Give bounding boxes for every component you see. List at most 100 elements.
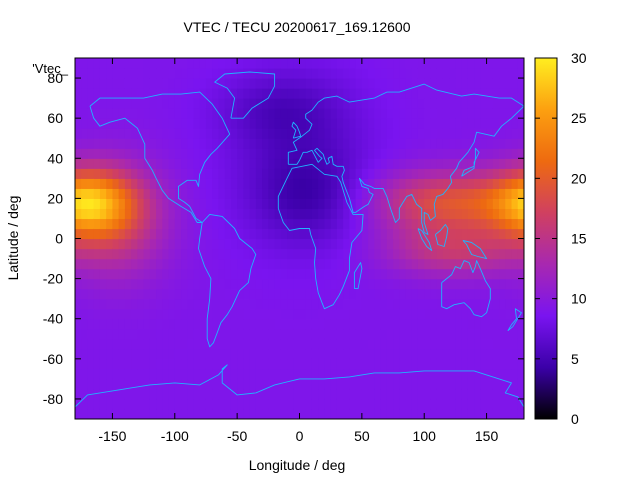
heatmap-cell: [368, 318, 375, 330]
heatmap-cell: [368, 128, 375, 139]
heatmap-cell: [517, 88, 524, 99]
heatmap-cell: [187, 258, 195, 270]
heatmap-cell: [474, 328, 481, 340]
heatmap-cell: [393, 228, 400, 240]
heatmap-cell: [411, 148, 419, 159]
heatmap-cell: [87, 378, 95, 390]
x-tick-label: -50: [227, 428, 247, 444]
heatmap-cell: [137, 378, 145, 390]
heatmap-cell: [405, 68, 413, 79]
heatmap-cell: [218, 68, 226, 79]
heatmap-cell: [361, 318, 369, 330]
heatmap-cell: [237, 178, 244, 189]
heatmap-cell: [336, 278, 344, 290]
heatmap-cell: [106, 258, 114, 270]
heatmap-cell: [461, 188, 469, 199]
heatmap-cell: [374, 358, 382, 370]
heatmap-cell: [162, 218, 170, 230]
heatmap-cell: [449, 308, 457, 320]
heatmap-cell: [262, 388, 269, 400]
heatmap-cell: [499, 208, 506, 220]
heatmap-cell: [349, 98, 357, 109]
heatmap-cell: [255, 178, 263, 189]
heatmap-cell: [181, 228, 188, 240]
heatmap-cell: [399, 368, 407, 380]
heatmap-cell: [430, 148, 438, 159]
heatmap-cell: [287, 78, 294, 89]
heatmap-cell: [87, 348, 95, 360]
heatmap-cell: [274, 268, 282, 280]
heatmap-cell: [99, 298, 107, 310]
heatmap-cell: [193, 348, 201, 360]
heatmap-cell: [112, 278, 120, 290]
heatmap-cell: [187, 68, 195, 79]
heatmap-cell: [343, 118, 350, 129]
heatmap-cell: [467, 398, 475, 410]
heatmap-cell: [174, 258, 182, 270]
heatmap-cell: [430, 178, 438, 189]
heatmap-cell: [137, 138, 145, 149]
heatmap-cell: [393, 408, 400, 419]
heatmap-cell: [349, 78, 357, 89]
heatmap-cell: [99, 188, 107, 199]
heatmap-cell: [486, 68, 494, 79]
heatmap-cell: [374, 68, 382, 79]
heatmap-cell: [324, 388, 332, 400]
heatmap-cell: [393, 368, 400, 380]
heatmap-cell: [156, 188, 163, 199]
heatmap-cell: [137, 238, 145, 250]
heatmap-cell: [417, 338, 425, 350]
heatmap-cell: [399, 348, 407, 360]
heatmap-cell: [436, 138, 444, 149]
heatmap-cell: [442, 98, 450, 109]
heatmap-cell: [442, 138, 450, 149]
heatmap-cell: [181, 298, 188, 310]
heatmap-cell: [361, 278, 369, 290]
heatmap-cell: [430, 248, 438, 260]
heatmap-cell: [268, 78, 276, 89]
heatmap-cell: [93, 218, 101, 230]
heatmap-cell: [467, 208, 475, 220]
heatmap-cell: [168, 298, 176, 310]
heatmap-cell: [486, 228, 494, 240]
heatmap-cell: [131, 98, 138, 109]
heatmap-cell: [112, 88, 120, 99]
heatmap-cell: [517, 328, 524, 340]
heatmap-cell: [187, 138, 195, 149]
heatmap-cell: [505, 208, 513, 220]
heatmap-cell: [343, 248, 350, 260]
heatmap-cell: [330, 248, 338, 260]
heatmap-cell: [299, 278, 307, 290]
heatmap-cell: [474, 128, 481, 139]
heatmap-cell: [187, 148, 195, 159]
heatmap-cell: [112, 58, 120, 69]
heatmap-cell: [268, 138, 276, 149]
heatmap-cell: [143, 148, 151, 159]
heatmap-cell: [280, 268, 288, 280]
heatmap-cell: [112, 268, 120, 280]
heatmap-cell: [411, 378, 419, 390]
heatmap-cell: [324, 358, 332, 370]
heatmap-cell: [75, 298, 82, 310]
heatmap-cell: [318, 248, 326, 260]
heatmap-cell: [511, 188, 519, 199]
heatmap-cell: [374, 128, 382, 139]
heatmap-cell: [187, 178, 195, 189]
heatmap-cell: [324, 298, 332, 310]
heatmap-cell: [417, 238, 425, 250]
heatmap-cell: [324, 338, 332, 350]
heatmap-cell: [156, 338, 163, 350]
heatmap-cell: [162, 378, 170, 390]
heatmap-cell: [87, 368, 95, 380]
heatmap-cell: [168, 158, 176, 169]
x-tick-label: 150: [475, 428, 499, 444]
heatmap-cell: [336, 148, 344, 159]
heatmap-cell: [112, 68, 120, 79]
heatmap-cell: [131, 158, 138, 169]
heatmap-cell: [305, 148, 313, 159]
heatmap-cell: [75, 208, 82, 220]
heatmap-cell: [361, 68, 369, 79]
heatmap-cell: [361, 198, 369, 210]
heatmap-cell: [430, 238, 438, 250]
heatmap-cell: [199, 288, 207, 300]
